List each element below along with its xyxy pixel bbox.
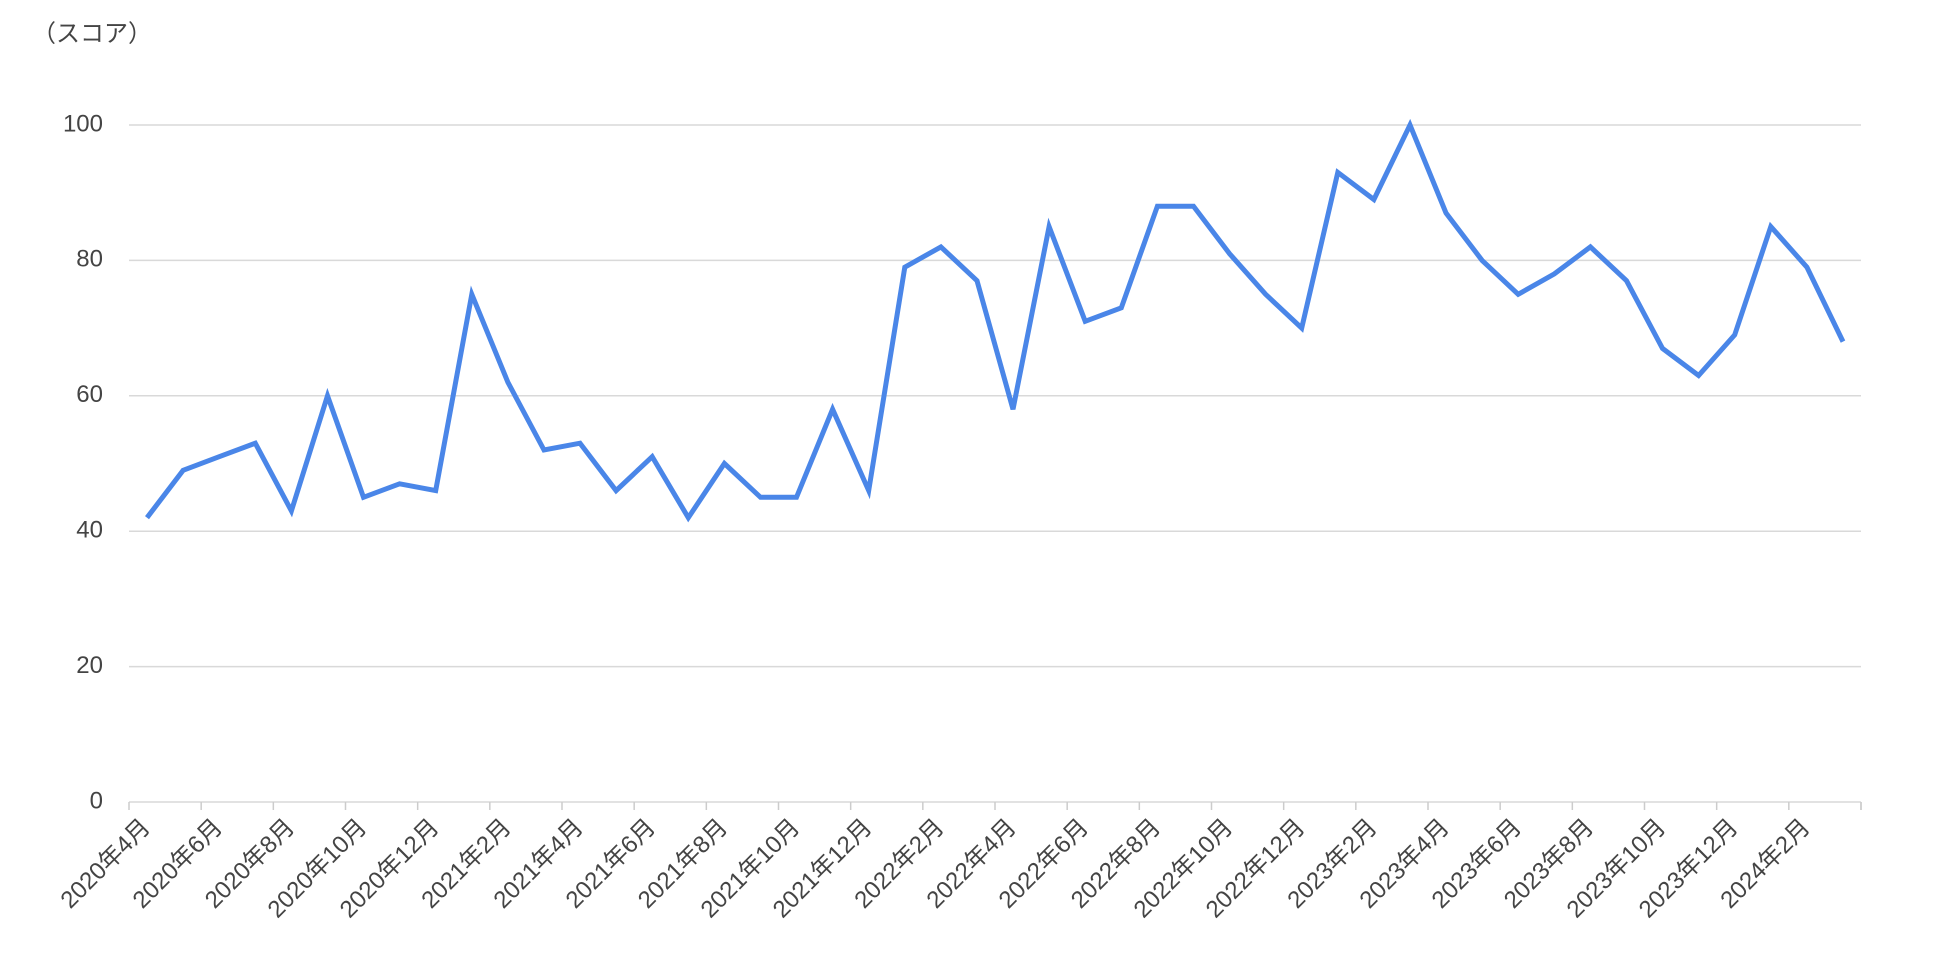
y-tick-label: 60 [76, 381, 103, 408]
y-tick-label: 80 [76, 246, 103, 273]
y-tick-label: 100 [63, 110, 103, 137]
data-line [145, 118, 1846, 523]
y-tick-label: 40 [76, 517, 103, 544]
y-axis-label: （スコア） [32, 20, 152, 47]
y-tick-label: 0 [90, 787, 103, 814]
y-tick-label: 20 [76, 652, 103, 679]
